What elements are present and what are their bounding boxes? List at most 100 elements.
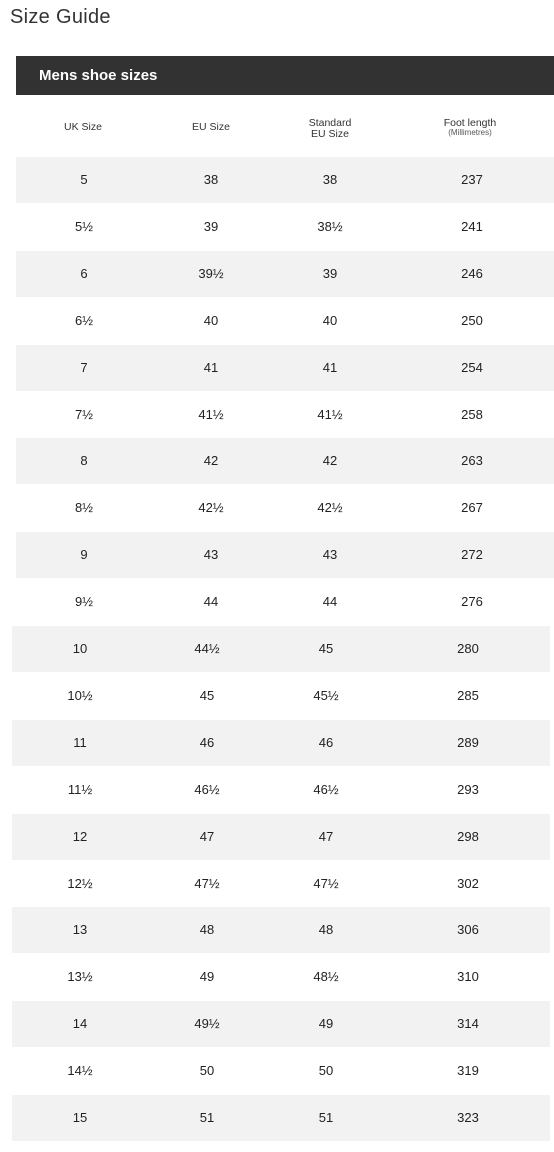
table-row: 8½ 42½ 42½ 267 xyxy=(16,485,554,531)
table-row: 5½ 39 38½ 241 xyxy=(16,204,554,250)
table-row: 7½ 41½ 41½ 258 xyxy=(16,392,554,438)
cell-uk-size: 13½ xyxy=(67,969,93,984)
cell-standard-eu-size: 43 xyxy=(322,547,338,562)
cell-foot-length: 250 xyxy=(461,313,483,328)
cell-foot-length: 310 xyxy=(457,969,479,984)
table-row: 13½ 49 48½ 310 xyxy=(12,954,550,1000)
cell-eu-size: 48 xyxy=(199,922,215,937)
cell-uk-size: 14 xyxy=(72,1016,88,1031)
cell-eu-size: 43 xyxy=(203,547,219,562)
cell-standard-eu-size: 46 xyxy=(318,735,334,750)
cell-eu-size: 41½ xyxy=(198,407,224,422)
cell-uk-size: 11 xyxy=(73,735,87,750)
size-table-title: Mens shoe sizes xyxy=(16,56,554,95)
cell-standard-eu-size: 42 xyxy=(322,453,338,468)
column-header-foot-unit: (Millimetres) xyxy=(448,128,492,137)
table-row: 12 47 47 298 xyxy=(12,814,550,860)
cell-standard-eu-size: 44 xyxy=(322,594,338,609)
cell-eu-size: 39 xyxy=(203,219,219,234)
cell-foot-length: 323 xyxy=(457,1110,479,1125)
cell-foot-length: 298 xyxy=(457,829,479,844)
cell-uk-size: 6½ xyxy=(74,313,94,328)
cell-foot-length: 241 xyxy=(461,219,483,234)
cell-standard-eu-size: 38½ xyxy=(317,219,343,234)
cell-eu-size: 46 xyxy=(199,735,215,750)
cell-uk-size: 12 xyxy=(72,829,88,844)
cell-uk-size: 11½ xyxy=(67,782,93,797)
column-header-uk-size: UK Size xyxy=(64,121,102,133)
cell-standard-eu-size: 51 xyxy=(318,1110,334,1125)
cell-foot-length: 267 xyxy=(461,500,483,515)
cell-uk-size: 7 xyxy=(80,360,88,375)
cell-foot-length: 246 xyxy=(461,266,483,281)
cell-foot-length: 272 xyxy=(461,547,483,562)
cell-foot-length: 319 xyxy=(457,1063,479,1078)
table-row: 14½ 50 50 319 xyxy=(12,1048,550,1094)
cell-foot-length: 263 xyxy=(461,453,483,468)
cell-uk-size: 10 xyxy=(72,641,88,656)
cell-foot-length: 276 xyxy=(461,594,483,609)
cell-standard-eu-size: 47 xyxy=(318,829,334,844)
cell-eu-size: 42 xyxy=(203,453,219,468)
cell-eu-size: 41 xyxy=(203,360,219,375)
cell-standard-eu-size: 42½ xyxy=(317,500,343,515)
cell-uk-size: 9 xyxy=(80,547,88,562)
cell-eu-size: 39½ xyxy=(198,266,224,281)
cell-foot-length: 280 xyxy=(457,641,479,656)
column-header-eu-size: EU Size xyxy=(192,121,230,133)
cell-foot-length: 258 xyxy=(461,407,483,422)
table-row: 5 38 38 237 xyxy=(16,157,554,203)
cell-eu-size: 44 xyxy=(203,594,219,609)
cell-standard-eu-size: 38 xyxy=(322,172,338,187)
cell-standard-eu-size: 41 xyxy=(322,360,338,375)
cell-standard-eu-size: 45 xyxy=(318,641,334,656)
page-title: Size Guide xyxy=(10,6,111,28)
table-row: 10 44½ 45 280 xyxy=(12,626,550,672)
table-row: 7 41 41 254 xyxy=(16,345,554,391)
table-row: 15 51 51 323 xyxy=(12,1095,550,1141)
cell-eu-size: 50 xyxy=(199,1063,215,1078)
cell-foot-length: 237 xyxy=(461,172,483,187)
cell-standard-eu-size: 48½ xyxy=(313,969,339,984)
cell-standard-eu-size: 48 xyxy=(318,922,334,937)
cell-standard-eu-size: 40 xyxy=(322,313,338,328)
column-header-standard-line1: Standard xyxy=(308,117,352,129)
table-row: 13 48 48 306 xyxy=(12,907,550,953)
cell-eu-size: 40 xyxy=(203,313,219,328)
cell-standard-eu-size: 45½ xyxy=(313,688,339,703)
table-row: 6½ 40 40 250 xyxy=(16,298,554,344)
cell-foot-length: 314 xyxy=(457,1016,479,1031)
column-header-foot-length: Foot length (Millimetres) xyxy=(425,118,515,137)
cell-uk-size: 10½ xyxy=(67,688,93,703)
cell-standard-eu-size: 46½ xyxy=(313,782,339,797)
table-row: 8 42 42 263 xyxy=(16,438,554,484)
cell-uk-size: 6 xyxy=(80,266,88,281)
cell-uk-size: 13 xyxy=(72,922,88,937)
cell-foot-length: 289 xyxy=(457,735,479,750)
cell-uk-size: 8 xyxy=(80,453,88,468)
size-table-column-headers: UK Size EU Size Standard EU Size Foot le… xyxy=(16,108,554,152)
cell-foot-length: 285 xyxy=(457,688,479,703)
cell-eu-size: 49½ xyxy=(194,1016,220,1031)
cell-uk-size: 8½ xyxy=(74,500,94,515)
cell-foot-length: 306 xyxy=(457,922,479,937)
cell-foot-length: 302 xyxy=(457,876,479,891)
cell-eu-size: 42½ xyxy=(198,500,224,515)
cell-foot-length: 254 xyxy=(461,360,483,375)
cell-standard-eu-size: 50 xyxy=(318,1063,334,1078)
column-header-standard-eu-size: Standard EU Size xyxy=(295,118,365,140)
cell-eu-size: 45 xyxy=(199,688,215,703)
cell-uk-size: 5½ xyxy=(74,219,94,234)
table-row: 10½ 45 45½ 285 xyxy=(12,673,550,719)
cell-eu-size: 46½ xyxy=(194,782,220,797)
cell-uk-size: 7½ xyxy=(74,407,94,422)
cell-eu-size: 44½ xyxy=(194,641,220,656)
cell-standard-eu-size: 39 xyxy=(322,266,338,281)
table-row: 9½ 44 44 276 xyxy=(16,579,554,625)
cell-eu-size: 51 xyxy=(199,1110,215,1125)
table-row: 11½ 46½ 46½ 293 xyxy=(12,767,550,813)
cell-eu-size: 47½ xyxy=(194,876,220,891)
cell-uk-size: 5 xyxy=(80,172,88,187)
column-header-foot-line1: Foot length xyxy=(443,117,497,129)
cell-eu-size: 49 xyxy=(199,969,215,984)
